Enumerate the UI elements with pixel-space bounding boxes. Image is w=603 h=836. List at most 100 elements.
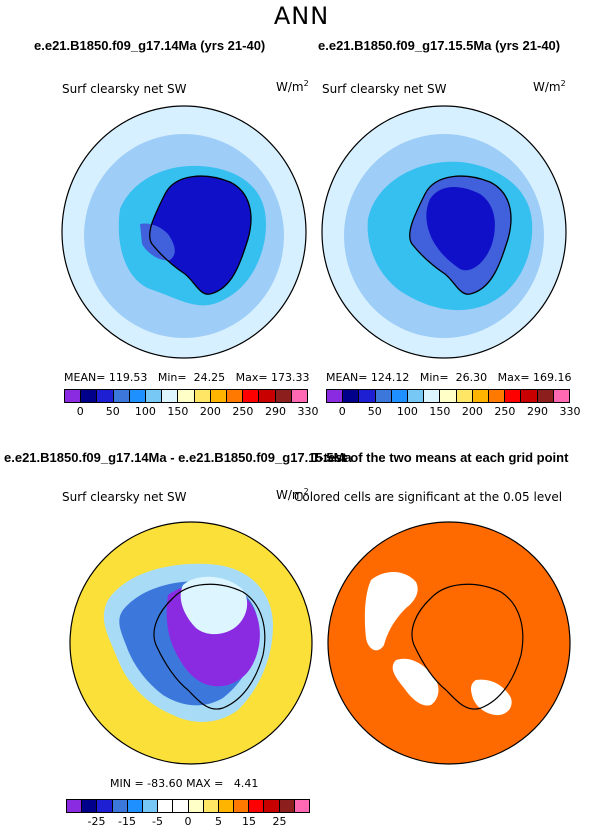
- colorbar-swatch: [343, 390, 360, 402]
- significant-area: [328, 522, 570, 764]
- antarctica-plateau: [149, 176, 251, 295]
- colorbar-tick-label: 150: [429, 405, 451, 418]
- bottom-left-map: [69, 521, 313, 765]
- top-left-case-title: e.e21.B1850.f09_g17.14Ma (yrs 21-40): [34, 38, 266, 53]
- colorbar-swatch: [294, 800, 309, 812]
- colorbar-swatch: [194, 390, 211, 402]
- top-left-colorbar-ticks: 0 50 100 150 200 250 290 330: [64, 405, 319, 419]
- colorbar-swatch: [142, 800, 159, 812]
- map-border: [327, 521, 571, 765]
- colorbar-swatch: [456, 390, 473, 402]
- colorbar-swatch: [375, 390, 392, 402]
- colorbar-swatch: [408, 390, 425, 402]
- colorbar-swatch: [243, 390, 260, 402]
- top-right-stats: MEAN= 124.12 Min= 26.30 Max= 169.16: [326, 371, 572, 384]
- colorbar-swatch: [162, 390, 179, 402]
- colorbar-swatch: [67, 800, 83, 812]
- top-right-variable-label: Surf clearsky net SW: [322, 82, 447, 96]
- top-left-stats: MEAN= 119.53 Min= 24.25 Max= 173.33: [64, 371, 310, 384]
- colorbar-swatch: [553, 390, 570, 402]
- top-right-colorbar: [326, 389, 570, 403]
- colorbar-swatch: [173, 800, 189, 812]
- colorbar-swatch: [234, 800, 250, 812]
- colorbar-tick-label: 250: [232, 405, 254, 418]
- insignificant-patch-west: [364, 571, 418, 651]
- colorbar-tick-label: 50: [367, 405, 382, 418]
- colorbar-tick-label: 0: [76, 405, 84, 418]
- bottom-left-case-title: e.e21.B1850.f09_g17.14Ma - e.e21.B1850.f…: [4, 450, 352, 465]
- colorbar-swatch: [327, 390, 344, 402]
- colorbar-swatch: [210, 390, 228, 402]
- colorbar-swatch: [440, 390, 457, 402]
- colorbar-swatch: [259, 390, 276, 402]
- colorbar-swatch: [127, 800, 143, 812]
- colorbar-swatch: [391, 390, 409, 402]
- colorbar-tick-label: 250: [494, 405, 516, 418]
- map-border: [321, 105, 567, 359]
- top-left-map: [61, 105, 307, 359]
- antarctic-peninsula: [140, 223, 175, 261]
- colorbar-swatch: [227, 390, 244, 402]
- main-title: ANN: [273, 2, 330, 30]
- top-right-map: [321, 105, 567, 359]
- top-left-variable-label: Surf clearsky net SW: [62, 82, 187, 96]
- antarctica-plateau: [426, 187, 495, 271]
- colorbar-tick-label: 0: [338, 405, 346, 418]
- colorbar-swatch: [112, 800, 128, 812]
- colorbar-swatch: [279, 800, 295, 812]
- coastline: [149, 175, 252, 295]
- colorbar-tick-label: 100: [134, 405, 156, 418]
- colorbar-tick-label: -15: [118, 815, 136, 828]
- top-left-colorbar: [64, 389, 308, 403]
- map-border: [69, 521, 313, 765]
- top-right-units: W/m2: [533, 79, 566, 94]
- colorbar-swatch: [81, 390, 98, 402]
- colorbar-swatch: [489, 390, 506, 402]
- colorbar-swatch: [82, 800, 98, 812]
- map-border: [61, 105, 307, 359]
- colorbar-tick-label: 290: [526, 405, 548, 418]
- bottom-right-subtitle: Colored cells are significant at the 0.0…: [294, 490, 563, 504]
- colorbar-swatch: [291, 390, 308, 402]
- bottom-left-units: W/m2: [276, 487, 309, 502]
- insignificant-patch-peninsula: [392, 658, 439, 706]
- colorbar-swatch: [218, 800, 235, 812]
- colorbar-tick-label: 5: [215, 815, 222, 828]
- colorbar-swatch: [521, 390, 538, 402]
- bottom-left-colorbar: [66, 799, 310, 813]
- colorbar-tick-label: 330: [559, 405, 581, 418]
- colorbar-swatch: [359, 390, 376, 402]
- colorbar-tick-label: 330: [297, 405, 319, 418]
- coastline: [411, 583, 524, 710]
- colorbar-tick-label: 15: [242, 815, 256, 828]
- coastline: [153, 583, 266, 710]
- colorbar-tick-label: 150: [167, 405, 189, 418]
- colorbar-swatch: [264, 800, 280, 812]
- bottom-left-stats: MIN = -83.60 MAX = 4.41: [110, 777, 259, 790]
- colorbar-swatch: [178, 390, 195, 402]
- colorbar-swatch: [97, 390, 114, 402]
- top-right-case-title: e.e21.B1850.f09_g17.15.5Ma (yrs 21-40): [318, 38, 561, 53]
- colorbar-swatch: [113, 390, 130, 402]
- insignificant-patch-south: [471, 679, 512, 716]
- colorbar-swatch: [203, 800, 219, 812]
- colorbar-tick-label: 290: [264, 405, 286, 418]
- colorbar-swatch: [158, 800, 174, 812]
- bottom-right-map: [327, 521, 571, 765]
- bottom-right-case-title: T-test of the two means at each grid poi…: [312, 450, 569, 465]
- colorbar-swatch: [146, 390, 163, 402]
- bottom-left-variable-label: Surf clearsky net SW: [62, 490, 187, 504]
- colorbar-tick-label: 50: [105, 405, 120, 418]
- colorbar-swatch: [249, 800, 265, 812]
- colorbar-swatch: [537, 390, 554, 402]
- colorbar-swatch: [505, 390, 522, 402]
- top-right-colorbar-ticks: 0 50 100 150 200 250 290 330: [326, 405, 581, 419]
- colorbar-tick-label: -25: [87, 815, 106, 828]
- colorbar-swatch: [275, 390, 292, 402]
- colorbar-swatch: [424, 390, 441, 402]
- coastline: [409, 175, 512, 295]
- top-left-units: W/m2: [276, 79, 309, 94]
- colorbar-swatch: [97, 800, 113, 812]
- colorbar-tick-label: 100: [396, 405, 418, 418]
- colorbar-tick-label: 200: [199, 405, 221, 418]
